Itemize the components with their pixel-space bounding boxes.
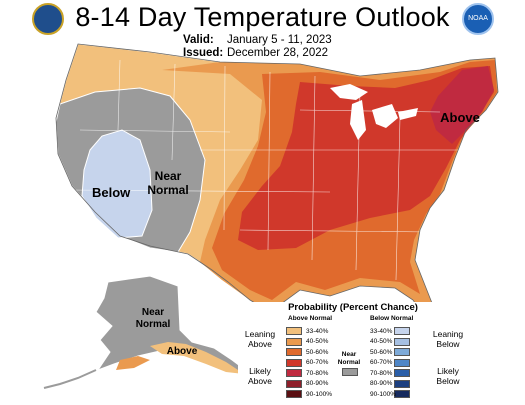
state-lines: [69, 59, 470, 281]
legend-swatch-below-0: [394, 327, 410, 335]
legend-above-header: Above Normal: [288, 315, 333, 322]
legend-below-header: Below Normal: [370, 315, 414, 322]
legend-title: Probability (Percent Chance): [288, 302, 418, 313]
issued-value: December 28, 2022: [227, 47, 329, 59]
valid-label: Valid:: [183, 34, 214, 46]
legend-label-below-2: 50-60%: [370, 348, 393, 356]
legend-label-above-0: 33-40%: [306, 327, 329, 335]
legend-leaning-below: Leaning Below: [426, 329, 470, 349]
label-ak-above: Above: [167, 346, 198, 357]
legend-swatch-above-2: [286, 348, 302, 356]
region-above-70-80: [430, 66, 494, 144]
legend-leaning-above-1: Leaning: [244, 329, 276, 339]
legend-swatch-above-0: [286, 327, 302, 335]
region-alaska-above: [150, 342, 244, 374]
legend-swatch-below-2: [394, 348, 410, 356]
page-title: 8-14 Day Temperature Outlook: [75, 2, 450, 32]
region-alaska-south-above: [116, 356, 150, 370]
legend-likely-above-2: Above: [247, 376, 273, 386]
legend-leaning-above-2: Above: [247, 339, 273, 349]
legend-leaning-below-1: Leaning: [432, 329, 464, 339]
label-near-normal-bottom: Normal: [147, 183, 188, 197]
legend-near-normal-1: Near: [341, 351, 357, 358]
legend-label-above-1: 40-50%: [306, 338, 329, 345]
legend-likely-above-1: Likely: [249, 366, 271, 376]
legend-label-below-5: 80-90%: [370, 380, 393, 387]
legend-swatch-above-6: [286, 390, 302, 398]
region-below-normal: [81, 129, 153, 239]
issued-label: Issued:: [183, 47, 224, 59]
label-above-ne: Above: [440, 110, 480, 125]
legend-label-below-6: 90-100%: [370, 390, 397, 398]
legend-likely-below-1: Likely: [437, 366, 459, 376]
legend-swatch-below-1: [394, 337, 410, 346]
legend-label-above-5: 80-90%: [306, 380, 329, 387]
legend-leaning-above: Leaning Above: [238, 329, 282, 349]
legend-swatch-below-6: [394, 390, 410, 398]
legend-label-below-1: 40-50%: [370, 338, 393, 345]
legend-leaning-below-2: Below: [436, 339, 460, 349]
legend-near-normal-label: Near Normal: [334, 351, 364, 367]
legend-swatch-near-normal: [342, 368, 358, 376]
legend-label-above-6: 90-100%: [306, 390, 333, 398]
outlook-dates: Valid: January 5 - 11, 2023 Issued: Decemb…: [183, 34, 332, 60]
legend-swatch-below-3: [394, 358, 410, 367]
legend-label-above-4: 70-80%: [306, 369, 329, 377]
legend-likely-below-2: Below: [436, 376, 460, 386]
legend-likely-below: Likely Below: [426, 366, 470, 386]
valid-value: January 5 - 11, 2023: [227, 34, 332, 46]
label-ak-near-bottom: Normal: [136, 319, 171, 330]
legend-swatch-above-4: [286, 369, 302, 377]
probability-legend: Probability (Percent Chance) Above Norma…: [238, 302, 468, 402]
legend-swatch-below-4: [394, 369, 410, 377]
legend-near-normal-2: Normal: [337, 359, 361, 366]
legend-swatch-above-5: [286, 379, 302, 388]
noaa-logo: NOAA: [462, 3, 494, 35]
region-alaska-near-normal: [95, 275, 250, 373]
great-lakes: [330, 84, 418, 140]
legend-likely-above: Likely Above: [238, 366, 282, 386]
legend-label-below-4: 70-80%: [370, 369, 393, 377]
legend-swatch-below-5: [394, 379, 410, 388]
legend-swatch-above-1: [286, 337, 302, 346]
department-of-commerce-logo: [32, 3, 64, 35]
label-ak-near-top: Near: [142, 307, 164, 318]
legend-label-above-3: 60-70%: [306, 359, 329, 366]
legend-label-below-3: 60-70%: [370, 359, 393, 366]
label-below: Below: [92, 185, 131, 200]
aleutian-islands: [43, 369, 97, 389]
label-near-normal-top: Near: [155, 169, 182, 183]
legend-label-above-2: 50-60%: [306, 348, 329, 356]
legend-swatch-above-3: [286, 358, 302, 367]
legend-label-below-0: 33-40%: [370, 327, 393, 335]
noaa-logo-text: NOAA: [468, 15, 488, 22]
